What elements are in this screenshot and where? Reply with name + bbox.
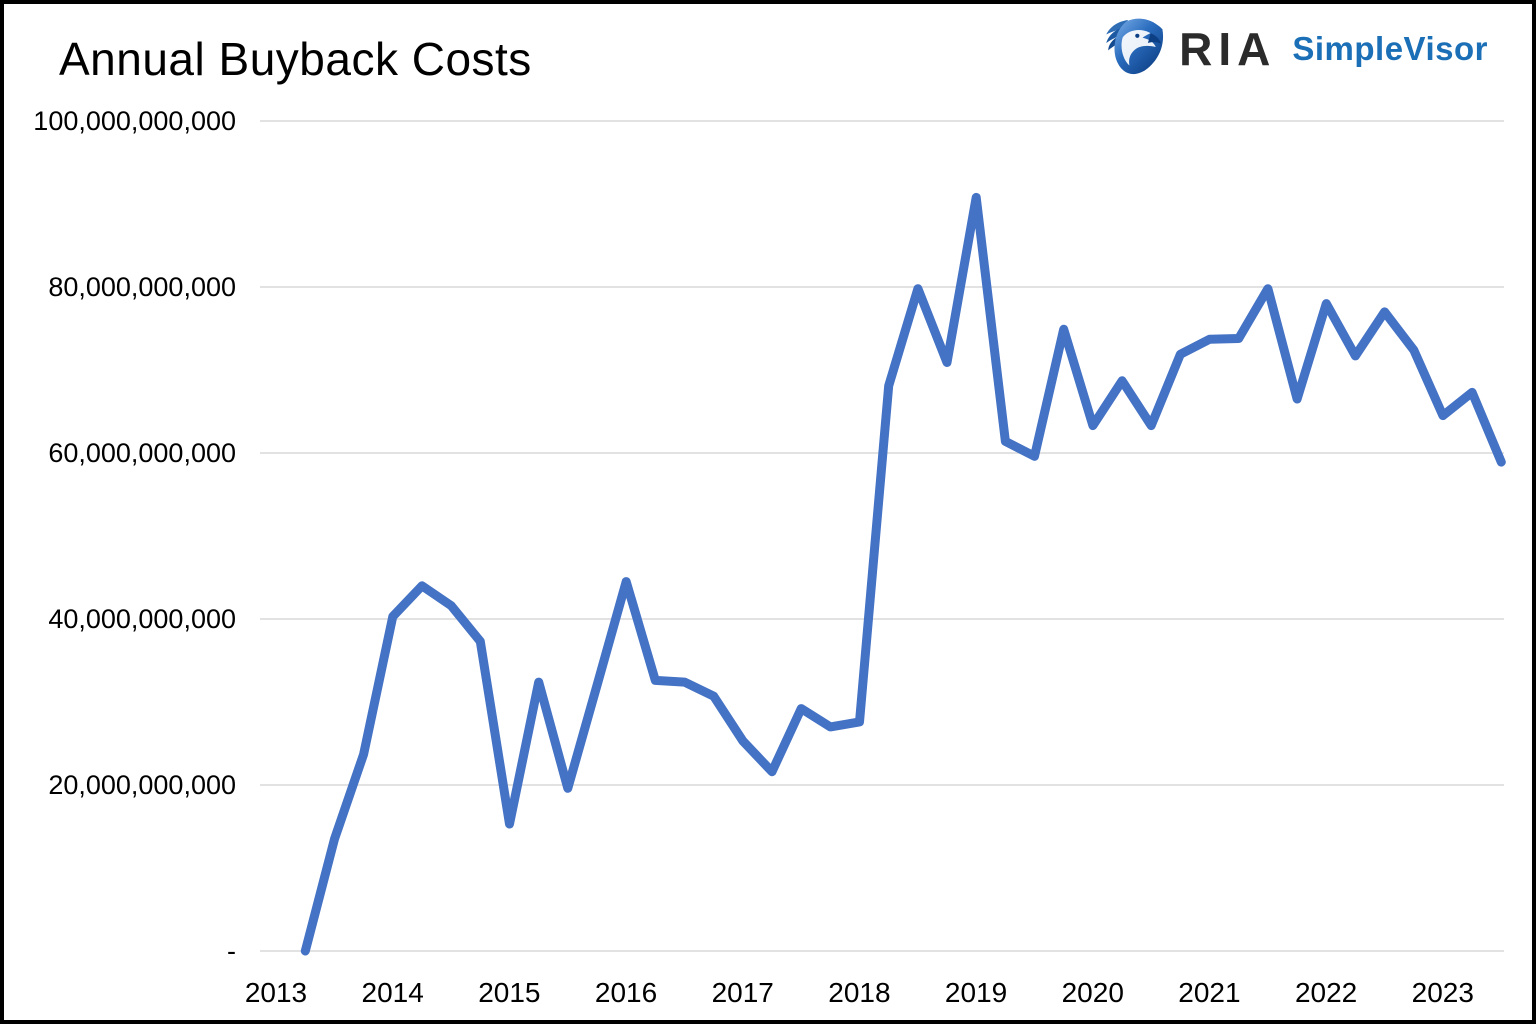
x-axis-tick-label: 2020 bbox=[1062, 977, 1124, 1008]
x-axis-tick-label: 2019 bbox=[945, 977, 1007, 1008]
x-axis-tick-label: 2018 bbox=[828, 977, 890, 1008]
buyback-line-chart: 100,000,000,000 80,000,000,000 60,000,000,… bbox=[33, 106, 1506, 1008]
x-axis-tick-label: 2022 bbox=[1295, 977, 1357, 1008]
simplevisor-brand-text: SimpleVisor bbox=[1292, 30, 1488, 67]
y-axis-tick-label: 40,000,000,000 bbox=[48, 604, 236, 634]
chart-title: Annual Buyback Costs bbox=[59, 33, 532, 85]
buyback-costs-series-line bbox=[300, 192, 1506, 956]
x-axis-tick-label: 2021 bbox=[1178, 977, 1240, 1008]
ria-simplevisor-logo: RIA SimpleVisor bbox=[1103, 16, 1488, 82]
eagle-shield-icon bbox=[1106, 18, 1164, 75]
chart-data-line bbox=[300, 192, 1506, 956]
x-axis-tick-label: 2013 bbox=[245, 977, 307, 1008]
y-axis-tick-label: 60,000,000,000 bbox=[48, 438, 236, 468]
ria-brand-text: RIA bbox=[1179, 23, 1277, 75]
x-axis-tick-label: 2016 bbox=[595, 977, 657, 1008]
y-axis-tick-label: - bbox=[227, 936, 236, 966]
x-axis-tick-label: 2017 bbox=[712, 977, 774, 1008]
x-axis-tick-label: 2015 bbox=[478, 977, 540, 1008]
y-axis-tick-label: 80,000,000,000 bbox=[48, 272, 236, 302]
chart-y-axis-labels: 100,000,000,000 80,000,000,000 60,000,000,… bbox=[33, 106, 236, 966]
chart-x-axis-labels: 2013 2014 2015 2016 2017 2018 2019 2020 2021 2022… bbox=[245, 977, 1474, 1008]
chart-gridlines bbox=[260, 120, 1504, 952]
x-axis-tick-label: 2014 bbox=[362, 977, 424, 1008]
y-axis-tick-label: 20,000,000,000 bbox=[48, 770, 236, 800]
y-axis-tick-label: 100,000,000,000 bbox=[33, 106, 236, 136]
x-axis-tick-label: 2023 bbox=[1412, 977, 1474, 1008]
